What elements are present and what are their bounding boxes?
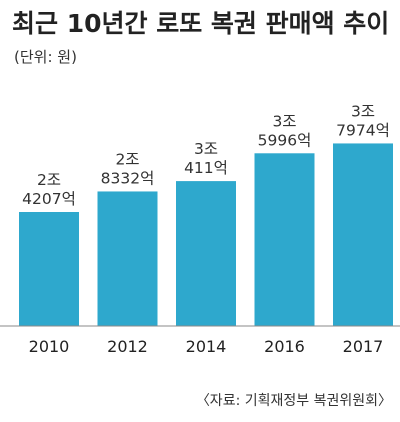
bar-2017 bbox=[333, 143, 393, 326]
value-label-eok: 7974억 bbox=[336, 121, 390, 139]
x-tick-label: 2012 bbox=[107, 337, 148, 356]
value-label-jo: 3조 bbox=[351, 102, 375, 120]
chart-title: 최근 10년간 로또 복권 판매액 추이 bbox=[12, 9, 389, 38]
bar-2010 bbox=[19, 212, 79, 326]
bar-2014 bbox=[176, 181, 236, 326]
x-tick-label: 2014 bbox=[186, 337, 227, 356]
bar-2016 bbox=[254, 153, 315, 326]
value-label-eok: 5996억 bbox=[258, 131, 312, 149]
value-label-jo: 2조 bbox=[37, 171, 61, 189]
value-label-jo: 3조 bbox=[194, 140, 218, 158]
x-tick-label: 2010 bbox=[29, 337, 70, 356]
bars-group bbox=[19, 143, 393, 326]
bar-2012 bbox=[97, 191, 158, 326]
x-tick-label: 2016 bbox=[264, 337, 305, 356]
x-tick-label: 2017 bbox=[343, 337, 384, 356]
value-label-jo: 3조 bbox=[272, 112, 296, 130]
value-label-jo: 2조 bbox=[115, 150, 139, 168]
value-label-eok: 8332억 bbox=[101, 169, 155, 187]
value-label-eok: 411억 bbox=[184, 159, 228, 177]
value-labels-group: 2조4207억2조8332억3조411억3조5996억3조7974억3조9606… bbox=[22, 102, 390, 208]
source-note: 〈자료: 기획재정부 복권위원회〉 bbox=[196, 393, 392, 409]
value-label-eok: 4207억 bbox=[22, 190, 76, 208]
unit-note: (단위: 원) bbox=[14, 48, 77, 66]
x-tick-labels-group: 2010201220142016201720182019년 bbox=[29, 337, 384, 356]
